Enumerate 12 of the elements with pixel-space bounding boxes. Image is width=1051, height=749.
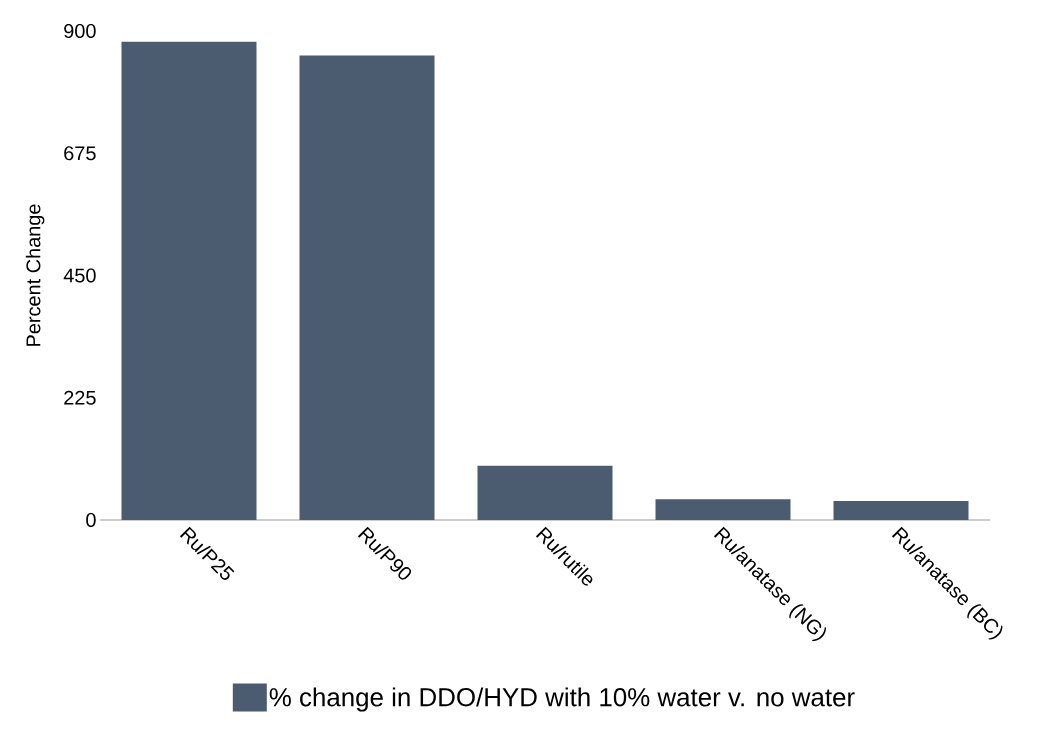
y-axis-title: Percent Change (25, 204, 45, 346)
y-tick-label: 450 (63, 268, 96, 283)
legend-label: % change in DDO/HYD with 10% water v. no water (269, 687, 855, 712)
bar (655, 499, 791, 520)
y-tick-label: 0 (86, 512, 96, 528)
bar (833, 500, 969, 520)
y-tick-label: 900 (64, 23, 96, 39)
y-tick-label: 675 (64, 146, 96, 161)
bar (299, 55, 435, 520)
bar (477, 465, 613, 520)
y-tick-label: 225 (64, 390, 96, 405)
bar (121, 41, 257, 520)
